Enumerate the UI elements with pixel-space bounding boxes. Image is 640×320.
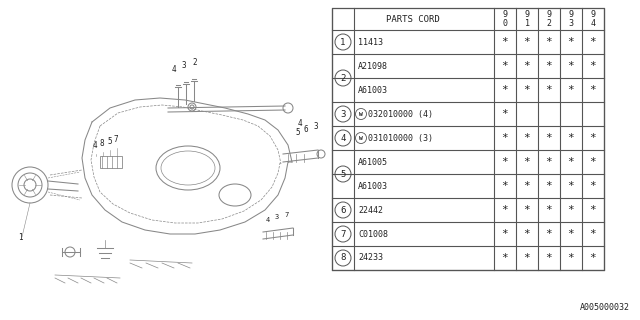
Text: 8: 8 bbox=[340, 253, 346, 262]
Text: *: * bbox=[546, 229, 552, 239]
Text: *: * bbox=[524, 61, 531, 71]
Text: 4: 4 bbox=[266, 217, 270, 223]
Text: *: * bbox=[502, 157, 508, 167]
Text: *: * bbox=[524, 133, 531, 143]
Text: *: * bbox=[502, 61, 508, 71]
Text: W: W bbox=[359, 135, 363, 140]
Text: *: * bbox=[568, 61, 574, 71]
Text: A61003: A61003 bbox=[358, 181, 388, 190]
Text: *: * bbox=[524, 157, 531, 167]
Text: *: * bbox=[546, 181, 552, 191]
Text: *: * bbox=[568, 37, 574, 47]
Text: 24233: 24233 bbox=[358, 253, 383, 262]
Text: 4: 4 bbox=[298, 119, 303, 128]
Text: 9
0: 9 0 bbox=[502, 10, 508, 28]
Text: *: * bbox=[524, 205, 531, 215]
Text: 7: 7 bbox=[284, 212, 288, 218]
Text: 4: 4 bbox=[340, 133, 346, 142]
Text: 032010000 (4): 032010000 (4) bbox=[368, 109, 433, 118]
Bar bbox=[332, 8, 604, 270]
Text: PARTS CORD: PARTS CORD bbox=[386, 14, 440, 23]
Text: *: * bbox=[568, 157, 574, 167]
Text: 5: 5 bbox=[340, 170, 346, 179]
Text: 11413: 11413 bbox=[358, 37, 383, 46]
Text: 9
2: 9 2 bbox=[547, 10, 552, 28]
Text: *: * bbox=[589, 61, 596, 71]
Text: *: * bbox=[524, 37, 531, 47]
Text: *: * bbox=[568, 253, 574, 263]
Text: *: * bbox=[589, 181, 596, 191]
Text: *: * bbox=[502, 133, 508, 143]
Text: 1: 1 bbox=[340, 37, 346, 46]
Text: 1: 1 bbox=[18, 233, 22, 242]
Text: *: * bbox=[568, 133, 574, 143]
Text: *: * bbox=[589, 229, 596, 239]
Text: 6: 6 bbox=[304, 125, 308, 134]
Text: *: * bbox=[524, 181, 531, 191]
Text: 9
1: 9 1 bbox=[525, 10, 529, 28]
Text: *: * bbox=[589, 133, 596, 143]
Text: *: * bbox=[502, 253, 508, 263]
Text: *: * bbox=[546, 157, 552, 167]
Text: 5: 5 bbox=[295, 128, 300, 137]
Text: *: * bbox=[546, 253, 552, 263]
Text: *: * bbox=[502, 85, 508, 95]
Text: A61003: A61003 bbox=[358, 85, 388, 94]
Text: *: * bbox=[589, 253, 596, 263]
Text: *: * bbox=[502, 181, 508, 191]
Text: *: * bbox=[568, 229, 574, 239]
Text: 4: 4 bbox=[93, 141, 98, 150]
Text: 3: 3 bbox=[313, 122, 317, 131]
Text: 031010000 (3): 031010000 (3) bbox=[368, 133, 433, 142]
Text: 6: 6 bbox=[340, 205, 346, 214]
Text: A61005: A61005 bbox=[358, 157, 388, 166]
Text: 9
3: 9 3 bbox=[568, 10, 573, 28]
Text: A005000032: A005000032 bbox=[580, 303, 630, 312]
Text: *: * bbox=[524, 253, 531, 263]
Text: *: * bbox=[546, 133, 552, 143]
Text: C01008: C01008 bbox=[358, 229, 388, 238]
Text: *: * bbox=[568, 181, 574, 191]
Text: *: * bbox=[546, 205, 552, 215]
Text: A21098: A21098 bbox=[358, 61, 388, 70]
Text: *: * bbox=[546, 61, 552, 71]
Text: *: * bbox=[546, 37, 552, 47]
Text: 22442: 22442 bbox=[358, 205, 383, 214]
Text: *: * bbox=[502, 205, 508, 215]
Text: *: * bbox=[502, 109, 508, 119]
Text: *: * bbox=[546, 85, 552, 95]
Text: *: * bbox=[524, 229, 531, 239]
Text: 2: 2 bbox=[340, 74, 346, 83]
Text: *: * bbox=[589, 205, 596, 215]
Text: 9
4: 9 4 bbox=[591, 10, 595, 28]
Text: *: * bbox=[502, 37, 508, 47]
Text: 7: 7 bbox=[340, 229, 346, 238]
Text: *: * bbox=[589, 157, 596, 167]
Text: 8: 8 bbox=[100, 139, 104, 148]
Text: *: * bbox=[568, 85, 574, 95]
Text: 2: 2 bbox=[192, 58, 196, 67]
Text: 7: 7 bbox=[114, 135, 118, 144]
Text: 3: 3 bbox=[182, 61, 187, 70]
Text: 4: 4 bbox=[172, 65, 177, 74]
Text: *: * bbox=[568, 205, 574, 215]
Text: W: W bbox=[359, 111, 363, 116]
Text: *: * bbox=[502, 229, 508, 239]
Text: *: * bbox=[589, 85, 596, 95]
Text: *: * bbox=[589, 37, 596, 47]
Text: 3: 3 bbox=[340, 109, 346, 118]
Bar bbox=[100, 156, 122, 168]
Text: 5: 5 bbox=[107, 137, 111, 146]
Text: 3: 3 bbox=[275, 214, 279, 220]
Text: *: * bbox=[524, 85, 531, 95]
